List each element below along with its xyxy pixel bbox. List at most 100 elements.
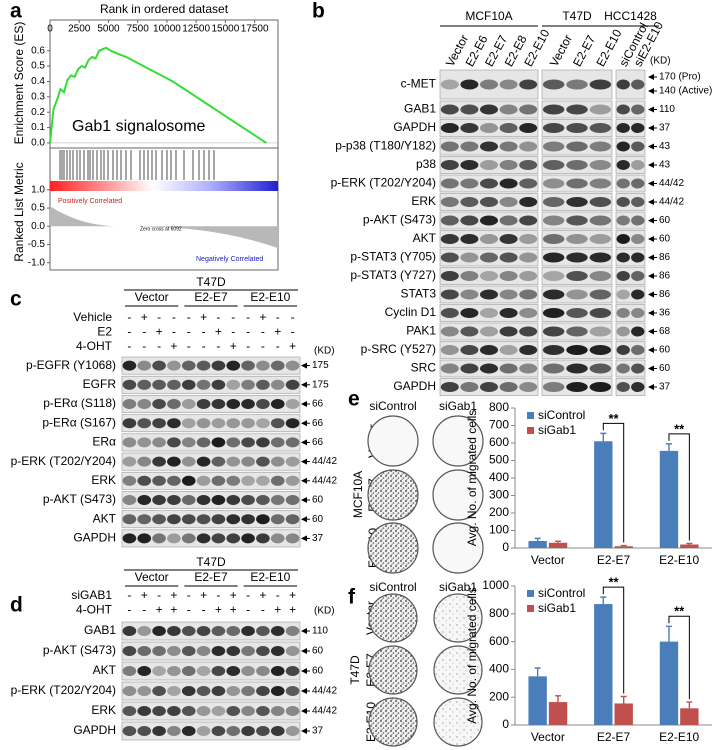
row-label: p-AKT (S473) (43, 492, 116, 506)
blot-band (631, 215, 645, 226)
blot-band (499, 308, 518, 318)
blot-band (270, 475, 285, 486)
blot-band (440, 326, 459, 337)
blot-band (499, 326, 518, 337)
blot-band (616, 289, 630, 300)
kd-label: 43 (659, 160, 671, 171)
kd-label: 60 (659, 234, 671, 245)
blot-background (121, 433, 301, 452)
blot-band (440, 289, 459, 300)
blot-band (285, 475, 300, 486)
annotation: Gab1 signalosome (72, 118, 206, 135)
row-label: p-AKT (S473) (43, 643, 116, 657)
blot-band (499, 104, 518, 115)
blot-band (256, 686, 270, 696)
blot-band (479, 326, 499, 337)
kd-label: 37 (659, 123, 671, 134)
blot-band (499, 363, 518, 374)
blot-band (460, 104, 479, 115)
treatment-sign: - (276, 588, 280, 602)
blot-band (519, 252, 538, 263)
blot-band (631, 141, 645, 152)
blot-band (631, 178, 645, 189)
blot-band (616, 79, 630, 90)
zero-cross-label: Zero cross at 6092 (140, 226, 182, 232)
treatment-sign: - (216, 588, 220, 602)
treatment-sign: + (289, 588, 296, 602)
kd-arrow (648, 273, 654, 279)
blot-band (211, 456, 226, 467)
blot-band (631, 123, 645, 133)
blot-band (270, 686, 285, 696)
blot-background (121, 721, 301, 741)
blot-band (226, 666, 241, 676)
row-label: p-STAT3 (Y705) (350, 250, 436, 264)
blot-band (519, 345, 538, 355)
blot-band (542, 308, 565, 318)
blot-band (566, 252, 588, 263)
error-bar (620, 544, 627, 547)
blot-band (211, 533, 226, 544)
x-tick-label: 7500 (127, 24, 150, 35)
blot-band (226, 379, 241, 390)
blot-band (270, 399, 285, 409)
kd-arrow (301, 362, 307, 369)
blot-background (439, 119, 539, 137)
blot-band (196, 399, 211, 409)
blot-band (256, 706, 270, 716)
blot-band (460, 79, 479, 90)
blot-band (196, 360, 211, 371)
group-label: Vector (135, 290, 169, 304)
well (368, 593, 418, 643)
cell-line-label: T47D (196, 275, 226, 289)
treatment-sign: + (215, 603, 222, 617)
treatment-sign: + (200, 310, 207, 324)
row-label: GAPDH (73, 531, 116, 545)
blot-band (226, 437, 241, 448)
treatment-sign: + (141, 588, 148, 602)
blot-band (631, 289, 645, 300)
treatment-sign: + (170, 603, 177, 617)
blot-band (256, 514, 270, 525)
bar (548, 702, 568, 725)
blot-band (270, 666, 285, 676)
blot-band (460, 363, 479, 374)
well (432, 469, 484, 521)
kd-label: 86 (659, 252, 671, 263)
blot-band (616, 308, 630, 318)
blot-band (270, 360, 285, 371)
kd-arrow (648, 74, 654, 80)
row-label: ERK (411, 194, 436, 208)
blot-band (631, 382, 645, 392)
blot-band (542, 382, 565, 392)
blot-band (589, 345, 612, 355)
blot-background (541, 285, 613, 304)
y-tick-label: 0.6 (31, 45, 45, 56)
metric-tick-label: -0.5 (28, 239, 46, 250)
blot-band (122, 706, 137, 716)
blot-band (589, 79, 612, 90)
significance-bracket (668, 433, 690, 541)
blot-band (519, 141, 538, 152)
panel-letter: d (10, 594, 23, 617)
treatment-sign: - (231, 325, 235, 339)
kd-arrow (301, 728, 307, 734)
blot-band (226, 399, 241, 409)
y-tick-label: 0.0 (31, 138, 45, 149)
blot-band (270, 626, 285, 636)
blot-band (519, 197, 538, 207)
blot-band (589, 215, 612, 226)
blot-band (137, 437, 152, 448)
blot-band (499, 141, 518, 152)
blot-band (241, 646, 255, 656)
blot-band (181, 399, 196, 409)
x-tick-label: Vector (531, 553, 565, 567)
blot-band (542, 79, 565, 90)
blot-band (122, 475, 137, 486)
blot-band (181, 533, 196, 544)
treatment-sign: + (170, 588, 177, 602)
blot-band (519, 104, 538, 115)
row-label: GAPDH (393, 379, 436, 393)
blot-band (566, 178, 588, 189)
blot-band (181, 495, 196, 505)
